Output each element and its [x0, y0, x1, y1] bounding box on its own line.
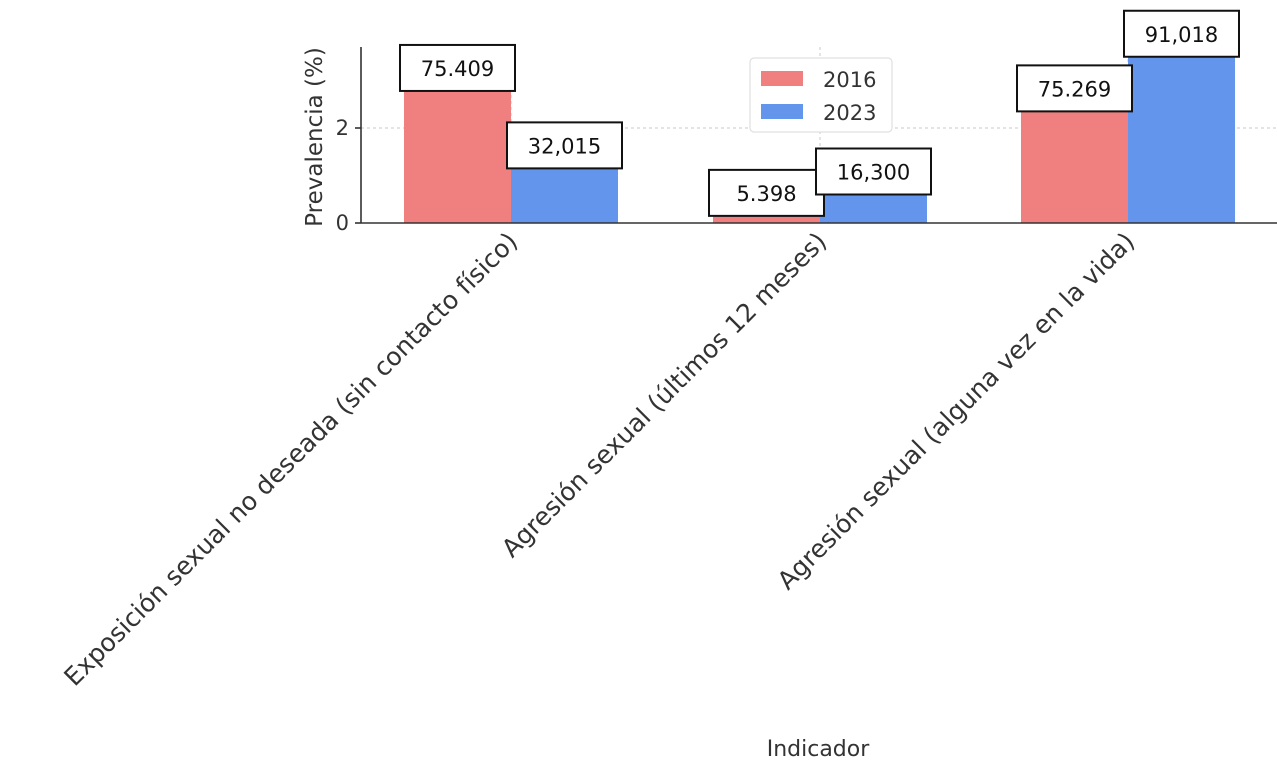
- bars: [404, 56, 1235, 223]
- legend-swatch-2023: [761, 104, 803, 119]
- value-label: 16,300: [837, 161, 910, 185]
- value-label: 32,015: [528, 134, 601, 158]
- category-label-1: Agresión sexual (últimos 12 meses): [496, 227, 832, 563]
- bar-2023-2: [1128, 56, 1235, 223]
- y-tick-label: 2: [336, 116, 349, 140]
- category-label-2: Agresión sexual (alguna vez en la vida): [772, 227, 1140, 595]
- value-label: 91,018: [1145, 23, 1218, 47]
- legend-swatch-2016: [761, 71, 803, 86]
- bar-2023-0: [511, 168, 618, 223]
- y-tick-label: 0: [336, 211, 349, 235]
- bar-2016-2: [1021, 111, 1128, 223]
- bar-2016-0: [404, 90, 511, 223]
- x-axis-label: Indicador: [767, 737, 871, 762]
- value-label-box: [815, 147, 932, 196]
- value-label-box: [399, 43, 516, 92]
- legend-label-2016: 2016: [823, 68, 876, 92]
- value-label-box: [1016, 64, 1133, 113]
- value-label: 75.409: [421, 57, 494, 81]
- axes: [360, 47, 1277, 224]
- legend-label-2023: 2023: [823, 101, 876, 125]
- y-axis-label: Prevalencia (%): [302, 47, 328, 227]
- value-label-box: [506, 121, 623, 170]
- category-label-0: Exposición sexual no deseada (sin contac…: [58, 227, 523, 692]
- bar-2016-1: [713, 215, 820, 223]
- y-ticks: 02: [336, 116, 361, 235]
- value-label-box: [1123, 9, 1240, 58]
- value-labels: 75.409 5.398 75.269 32,015 16,300 91,018: [399, 9, 1240, 217]
- value-label-box: [708, 168, 825, 217]
- category-labels: Exposición sexual no deseada (sin contac…: [58, 227, 1140, 692]
- bar-2023-1: [820, 194, 927, 223]
- value-label: 5.398: [736, 182, 796, 206]
- legend: 2016 2023: [749, 57, 893, 133]
- value-label: 75.269: [1038, 77, 1111, 101]
